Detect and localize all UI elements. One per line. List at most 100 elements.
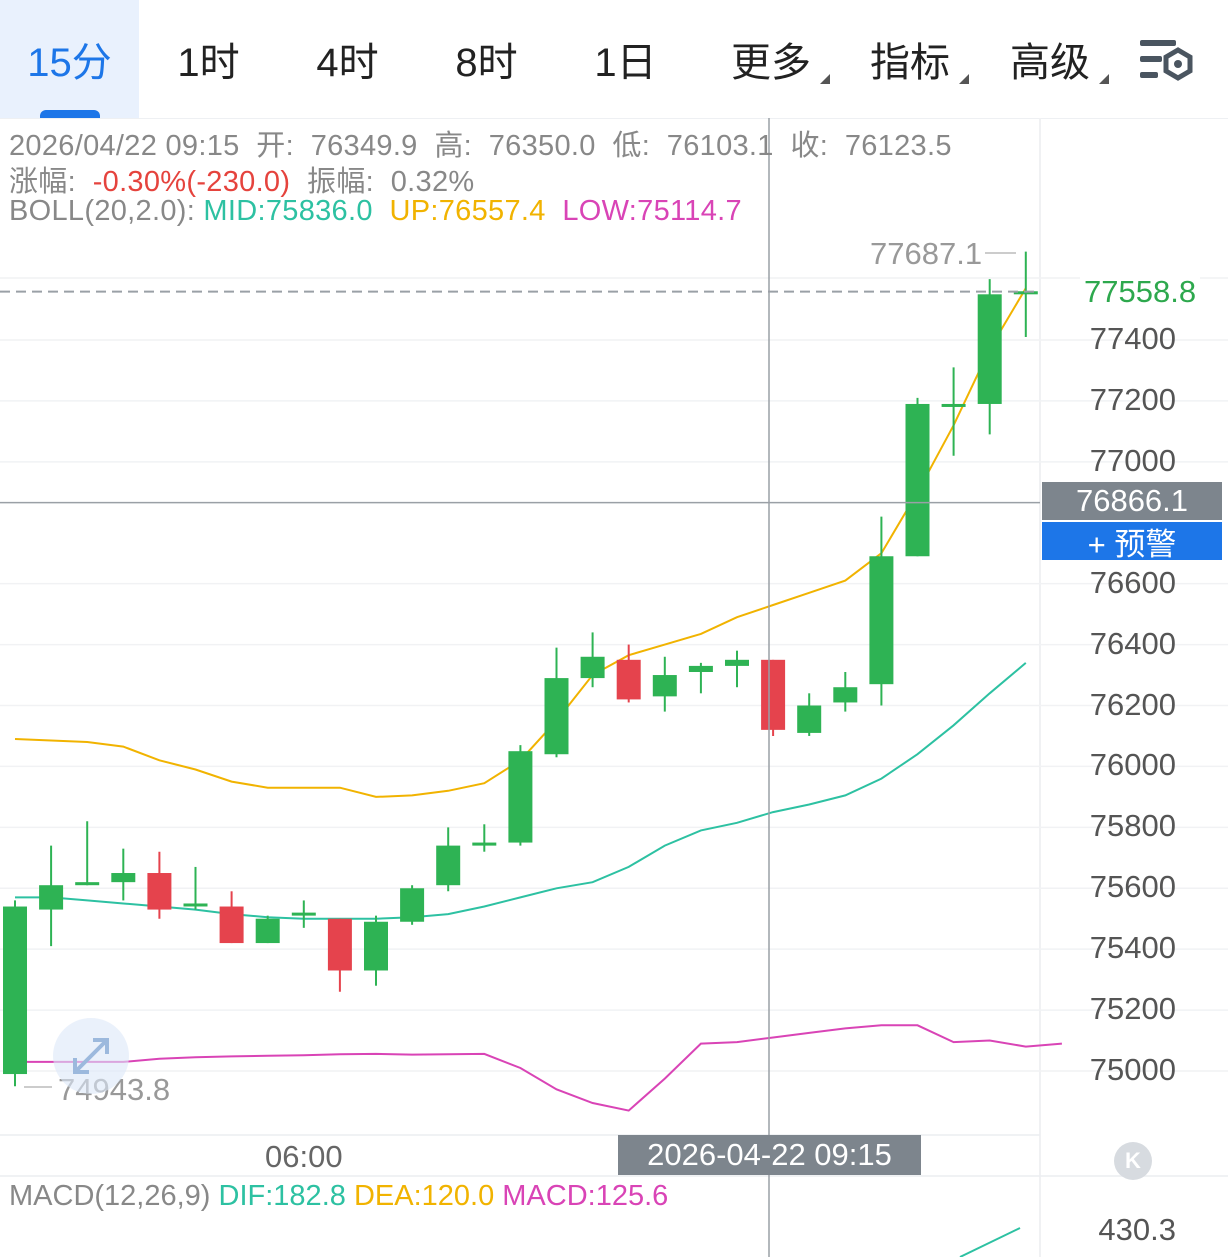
candle-up bbox=[364, 921, 388, 971]
tab-label: 高级 bbox=[1010, 41, 1090, 85]
candle-up bbox=[3, 906, 27, 1075]
last-price-label: 77558.8 bbox=[1080, 274, 1201, 310]
macd-dif-line bbox=[959, 1227, 1021, 1257]
candle-up bbox=[436, 845, 461, 886]
tab-1d[interactable]: 1日 bbox=[556, 0, 695, 118]
high-value: 76350.0 bbox=[488, 130, 596, 162]
fullscreen-toggle-button[interactable] bbox=[53, 1018, 129, 1094]
candle-down bbox=[147, 873, 172, 910]
close-value: 76123.5 bbox=[844, 130, 952, 162]
macd-dif-value: DIF:182.8 bbox=[218, 1180, 346, 1212]
active-tab-indicator bbox=[39, 110, 100, 118]
candle-down bbox=[761, 659, 786, 730]
price-tick-label: 75400 bbox=[1089, 930, 1176, 966]
dropdown-corner-icon bbox=[820, 74, 830, 84]
add-alert-button[interactable]: + 预警 bbox=[1042, 522, 1222, 562]
x-tick-label: 06:00 bbox=[265, 1139, 343, 1174]
candle-up bbox=[472, 842, 497, 846]
tab-more-dropdown[interactable]: 更多 bbox=[716, 0, 830, 118]
tab-1h[interactable]: 1时 bbox=[139, 0, 278, 118]
ohlc-info-line: 2026/04/22 09:15 开: 76349.9 高: 76350.0 低… bbox=[9, 122, 952, 164]
tab-indicators-dropdown[interactable]: 指标 bbox=[855, 0, 969, 118]
candle-up bbox=[725, 659, 749, 666]
candle-down bbox=[616, 659, 641, 700]
crosshair-price-tag: 76866.1 bbox=[1042, 482, 1222, 520]
tab-4h[interactable]: 4时 bbox=[278, 0, 417, 118]
tab-label: 更多 bbox=[731, 41, 811, 85]
tab-label: 4时 bbox=[316, 41, 379, 85]
open-value: 76349.9 bbox=[310, 130, 418, 162]
candle-up bbox=[111, 873, 136, 883]
chart-settings-icon bbox=[1140, 40, 1193, 81]
candle-up bbox=[688, 665, 713, 672]
timeframe-tab-bar: 15分 1时 4时 8时 1日 更多 指标 高级 bbox=[0, 0, 1228, 119]
price-tick-label: 75000 bbox=[1089, 1052, 1176, 1087]
candle-up bbox=[291, 912, 316, 916]
candle-up bbox=[833, 687, 858, 703]
candle-up bbox=[580, 656, 605, 679]
high-marker-label: 77687.1 bbox=[870, 236, 983, 271]
change-value: -0.30%(-230.0) bbox=[92, 166, 291, 198]
macd-dea-value: DEA:120.0 bbox=[353, 1180, 495, 1212]
boll-mid-line bbox=[15, 662, 1027, 920]
boll-label: BOLL(20,2.0): bbox=[9, 195, 196, 227]
boll-low-value: LOW:75114.7 bbox=[562, 195, 742, 227]
price-tick-label: 75800 bbox=[1089, 808, 1176, 844]
expand-arrows-icon bbox=[73, 1038, 109, 1074]
price-tick-label: 76400 bbox=[1089, 625, 1176, 661]
candle-up bbox=[39, 885, 64, 910]
change-label: 涨幅: bbox=[9, 166, 76, 198]
boll-info-line: BOLL(20,2.0): MID:75836.0 UP:76557.4 LOW… bbox=[9, 195, 742, 228]
tab-label: 1日 bbox=[594, 41, 657, 85]
candle-up bbox=[869, 556, 894, 685]
candle-up bbox=[905, 403, 930, 557]
macd-info-line: MACD(12,26,9) DIF:182.8 DEA:120.0 MACD:1… bbox=[9, 1180, 668, 1213]
tab-label: 8时 bbox=[455, 41, 518, 85]
price-tick-label: 77000 bbox=[1089, 442, 1176, 478]
candle-up bbox=[255, 918, 280, 944]
tab-15min[interactable]: 15分 bbox=[0, 0, 139, 118]
boll-upper-line bbox=[14, 287, 1027, 798]
low-value: 76103.1 bbox=[666, 130, 774, 162]
amplitude-value: 0.32% bbox=[390, 166, 475, 198]
candle-down bbox=[219, 906, 244, 944]
chart-settings-button[interactable] bbox=[1138, 36, 1194, 86]
candle-up bbox=[941, 403, 966, 407]
boll-up-value: UP:76557.4 bbox=[389, 195, 546, 227]
price-tick-label: 77400 bbox=[1089, 321, 1176, 356]
macd-label: MACD(12,26,9) bbox=[9, 1180, 211, 1212]
price-tick-label: 76200 bbox=[1089, 686, 1176, 722]
candle-up bbox=[652, 675, 677, 697]
boll-mid-value: MID:75836.0 bbox=[203, 195, 373, 227]
candle-datetime: 2026/04/22 09:15 bbox=[9, 130, 240, 162]
dropdown-corner-icon bbox=[1099, 74, 1109, 84]
close-label: 收: bbox=[790, 130, 829, 162]
k-button-label: K bbox=[1125, 1148, 1141, 1173]
tab-label: 指标 bbox=[870, 41, 950, 85]
candle-up bbox=[400, 888, 425, 922]
k-line-toggle-button[interactable]: K bbox=[1114, 1142, 1152, 1180]
tab-advanced-dropdown[interactable]: 高级 bbox=[995, 0, 1109, 118]
candle-up bbox=[75, 882, 100, 886]
price-tick-label: 77200 bbox=[1089, 381, 1176, 417]
candle-up bbox=[544, 678, 569, 755]
tab-label: 1时 bbox=[177, 41, 240, 85]
candle-down bbox=[327, 918, 352, 971]
amplitude-label: 振幅: bbox=[307, 166, 375, 198]
boll-lower-line bbox=[15, 1024, 1062, 1112]
candle-up bbox=[797, 705, 822, 733]
tab-8h[interactable]: 8时 bbox=[417, 0, 556, 118]
candle-up bbox=[183, 903, 208, 907]
candle-up bbox=[508, 751, 533, 843]
dropdown-corner-icon bbox=[959, 74, 969, 84]
candle-up bbox=[1013, 291, 1038, 295]
macd-hist-value: MACD:125.6 bbox=[502, 1180, 669, 1212]
tab-label: 15分 bbox=[27, 41, 112, 85]
crosshair-time-tag: 2026-04-22 09:15 bbox=[618, 1135, 921, 1175]
low-label: 低: bbox=[612, 130, 651, 162]
price-tick-label: 75600 bbox=[1089, 869, 1176, 905]
price-tick-label: 75200 bbox=[1089, 991, 1176, 1027]
change-info-line: 涨幅: -0.30%(-230.0) 振幅: 0.32% bbox=[9, 158, 474, 200]
open-label: 开: bbox=[256, 130, 294, 162]
